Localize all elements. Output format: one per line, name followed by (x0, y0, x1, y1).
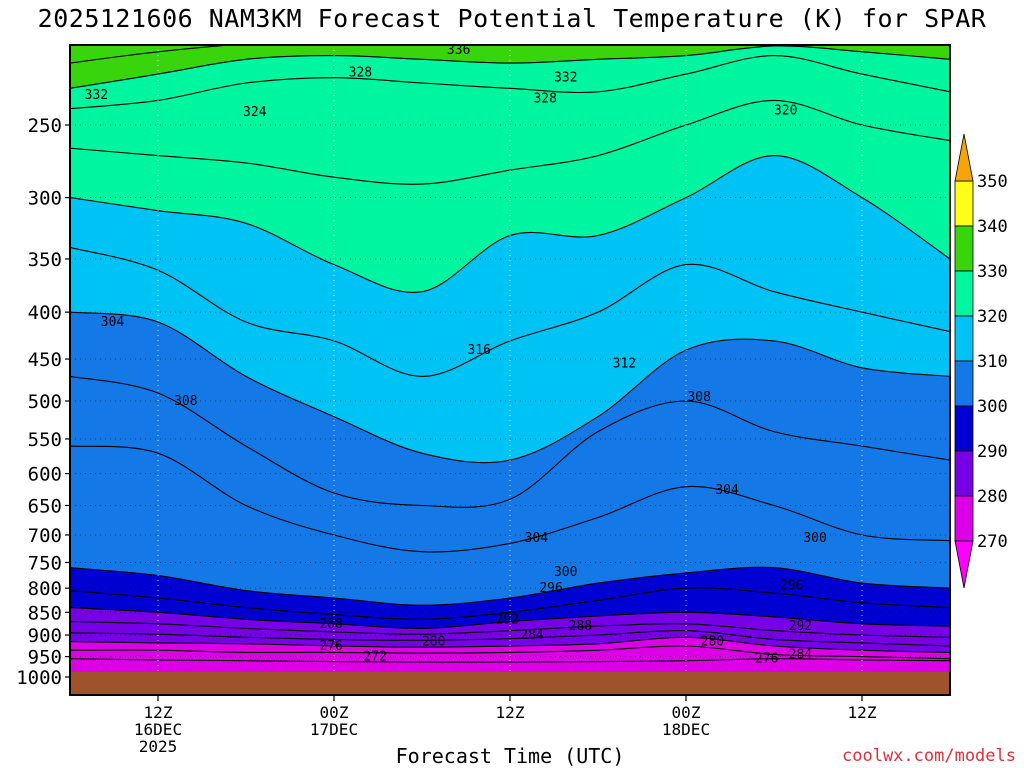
x-tick-label: 00Z (672, 703, 701, 722)
contour-label-layer: 336 332 332 328 328 324 320 316 312 308 308 304 304 3… (85, 43, 827, 667)
y-tick-label: 300 (28, 188, 62, 210)
contour-label: 308 (174, 394, 197, 409)
contour-label: 328 (349, 65, 372, 80)
temperature-band-328 (70, 45, 950, 109)
colorbar-label: 350 (977, 172, 1008, 192)
contour-label: 296 (780, 579, 803, 594)
x-tick-label: 2025 (139, 737, 178, 756)
colorbar-bin-300 (954, 360, 974, 407)
contour-label: 332 (554, 71, 577, 86)
colorbar-label: 330 (977, 262, 1008, 282)
y-tick-label: 1000 (16, 667, 62, 689)
temperature-fill-layer (70, 45, 950, 695)
isotherm-line-292 (70, 607, 950, 629)
x-tick-label: 00Z (320, 703, 349, 722)
y-tick-label: 450 (28, 349, 62, 371)
colorbar-bin-310 (954, 315, 974, 362)
isotherm-line-304 (70, 445, 950, 553)
temperature-band-336 (70, 45, 950, 64)
contour-label: 288 (319, 617, 342, 632)
colorbar-bin-320 (954, 270, 974, 317)
y-tick-label: 800 (28, 578, 62, 600)
x-tick-label: 17DEC (310, 720, 358, 739)
x-tick-label: 18DEC (662, 720, 710, 739)
colorbar-bin-270 (954, 495, 974, 542)
x-tick-label: 12Z (496, 703, 525, 722)
contour-label: 292 (789, 619, 812, 634)
contour-label: 300 (803, 531, 826, 546)
contour-label: 308 (687, 390, 710, 405)
contour-label: 284 (520, 628, 544, 643)
x-tick-label: 12Z (144, 703, 173, 722)
contour-label: 276 (755, 652, 778, 667)
y-tick-label: 250 (28, 115, 62, 137)
contour-label: 304 (525, 531, 549, 546)
x-tick-label: 16DEC (134, 720, 182, 739)
colorbar-label: 310 (977, 352, 1008, 372)
colorbar-bin-340 (954, 180, 974, 227)
contour-label: 280 (701, 635, 724, 650)
y-tick-label: 700 (28, 525, 62, 547)
contour-label: 296 (539, 581, 562, 596)
y-tick-label: 500 (28, 391, 62, 413)
ground-layer (70, 672, 950, 695)
contour-label: 272 (363, 650, 386, 665)
contour-label: 288 (569, 619, 592, 634)
colorbar-bin-290 (954, 405, 974, 452)
y-tick-label: 350 (28, 249, 62, 271)
contour-label: 328 (533, 92, 556, 107)
isotherm-line-276 (70, 645, 950, 660)
isotherm-line-308 (70, 375, 950, 508)
isotherm-line-332 (70, 45, 950, 89)
y-tick-label: 900 (28, 625, 62, 647)
x-axis-title: Forecast Time (UTC) (395, 744, 625, 768)
contour-label: 332 (85, 88, 108, 103)
y-axis: 2503003504004505005506006507007508008509… (16, 115, 70, 689)
y-tick-label: 550 (28, 429, 62, 451)
colorbar-label: 340 (977, 217, 1008, 237)
y-tick-label: 600 (28, 464, 62, 486)
isotherm-line-272 (70, 658, 950, 663)
colorbar-bin-280 (954, 450, 974, 497)
colorbar-label: 320 (977, 307, 1008, 327)
colorbar-bin-330 (954, 225, 974, 272)
contour-label: 300 (554, 565, 577, 580)
contour-label: 304 (715, 483, 739, 498)
y-tick-label: 850 (28, 602, 62, 624)
y-tick-label: 400 (28, 302, 62, 324)
contour-label: 280 (422, 635, 445, 650)
colorbar-legend: 350 340 330 320 310 300 290 280 270 (954, 133, 1008, 589)
contour-label: 276 (319, 639, 342, 654)
colorbar-over-arrow (954, 133, 974, 182)
y-tick-label: 750 (28, 552, 62, 574)
grid-layer (70, 45, 950, 672)
contour-label: 320 (774, 103, 797, 118)
contour-label: 284 (789, 647, 813, 662)
contour-label: 336 (447, 43, 470, 58)
colorbar-label: 290 (977, 442, 1008, 462)
chart-title: 2025121606 NAM3KM Forecast Potential Tem… (37, 4, 987, 33)
contour-label: 312 (613, 356, 636, 371)
isotherm-line-300 (70, 566, 950, 606)
x-tick-label: 12Z (848, 703, 877, 722)
temperature-band-324 (70, 45, 950, 185)
contour-label: 324 (243, 105, 267, 120)
contour-label: 304 (101, 315, 125, 330)
colorbar-label: 280 (977, 487, 1008, 507)
isotherm-line-284 (70, 629, 950, 647)
credit-link[interactable]: coolwx.com/models (842, 746, 1016, 766)
contour-label: 292 (495, 612, 518, 627)
colorbar-under-arrow (954, 540, 974, 589)
colorbar-label: 300 (977, 397, 1008, 417)
isotherm-line-328 (70, 55, 950, 110)
y-tick-label: 950 (28, 647, 62, 669)
y-tick-label: 650 (28, 495, 62, 517)
colorbar-label: 270 (977, 532, 1008, 552)
contour-label: 316 (467, 343, 490, 358)
